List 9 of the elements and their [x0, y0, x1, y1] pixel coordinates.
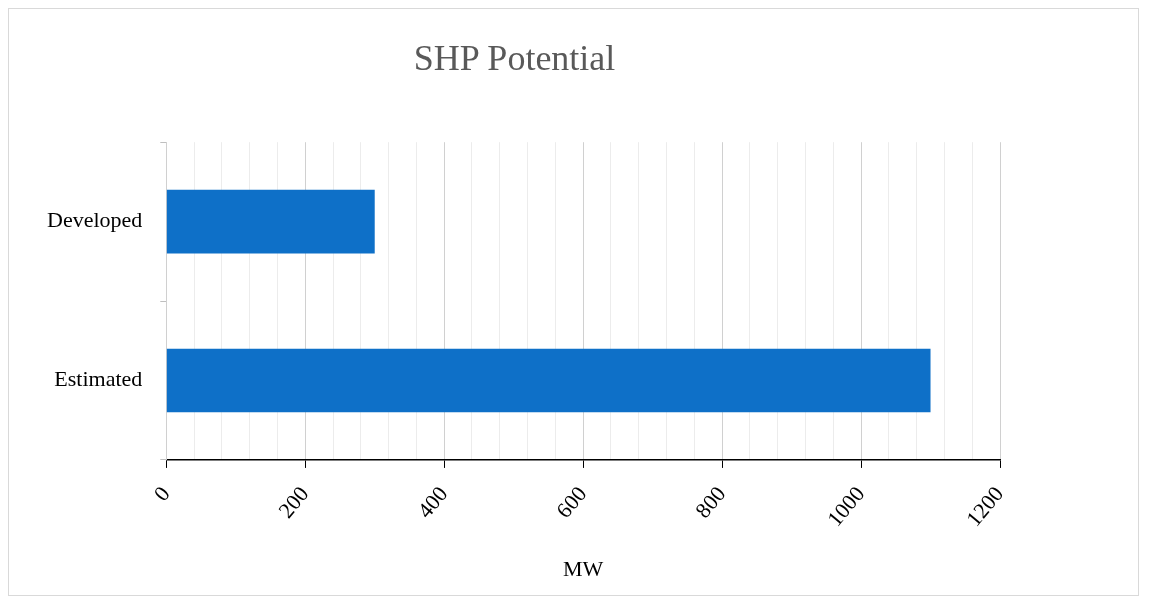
x-tick-label: 600 — [551, 481, 592, 523]
y-tick-label: Developed — [47, 207, 143, 233]
x-tick-label: 0 — [148, 481, 175, 506]
x-tick-label: 400 — [412, 481, 453, 523]
x-tick-label: 800 — [690, 481, 731, 523]
x-tick-label: 200 — [273, 481, 314, 523]
y-tick-label: Estimated — [54, 366, 143, 392]
x-axis-title: MW — [562, 555, 604, 581]
chart-title: SHP Potential — [413, 38, 616, 79]
